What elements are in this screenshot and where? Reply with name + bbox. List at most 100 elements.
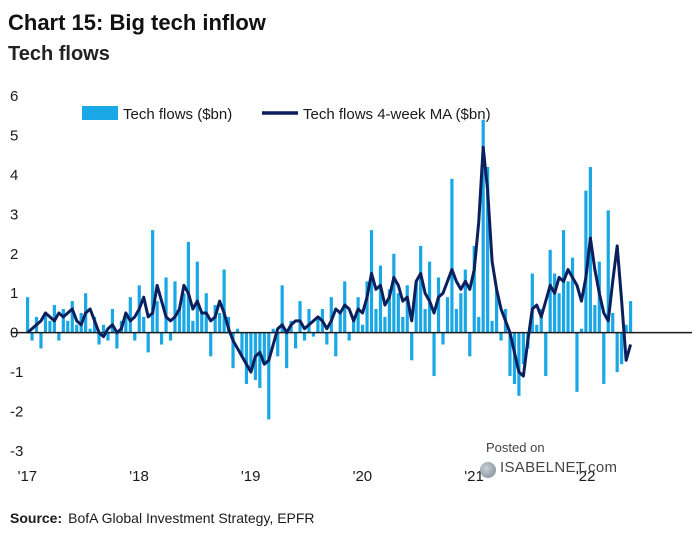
- y-tick-label: 5: [10, 127, 18, 144]
- watermark-posted-text: Posted on: [486, 440, 545, 455]
- tech-flow-bar: [427, 261, 432, 333]
- tech-flow-bar: [356, 297, 360, 333]
- tech-flow-bar: [177, 309, 182, 333]
- tech-flow-bar: [383, 316, 387, 333]
- tech-flow-bar: [151, 230, 155, 333]
- source-note: Source: BofA Global Investment Strategy, …: [10, 510, 315, 526]
- tech-flow-bar: [450, 178, 454, 333]
- tech-flow-bar: [209, 332, 213, 357]
- legend-bar-swatch: [82, 106, 118, 120]
- y-tick-label: -3: [10, 443, 23, 460]
- tech-flow-bar: [70, 301, 74, 333]
- y-tick-label: 2: [10, 246, 18, 263]
- tech-flow-bar: [396, 293, 400, 333]
- tech-flow-bar: [566, 281, 570, 333]
- tech-flow-bar: [276, 332, 280, 357]
- tech-flow-bar: [557, 293, 561, 333]
- tech-flow-bar: [329, 297, 333, 333]
- tech-flow-bar: [553, 273, 557, 333]
- tech-flow-bar: [490, 320, 494, 333]
- tech-flow-bar: [307, 309, 311, 333]
- tech-flow-bar: [30, 332, 34, 341]
- tech-flow-bar: [387, 289, 391, 333]
- tech-flow-bar: [200, 312, 204, 333]
- tech-flow-bar: [164, 277, 168, 333]
- tech-flow-bar: [235, 328, 240, 333]
- tech-flow-bar: [258, 332, 262, 388]
- tech-flow-bar: [146, 332, 150, 353]
- watermark: Posted on ISABELNET.com: [480, 440, 630, 480]
- x-axis-ticks: '17 '18 '19 '20 '21 '22: [18, 468, 596, 485]
- tech-flow-bar: [244, 332, 249, 384]
- tech-flow-bar: [347, 332, 351, 341]
- tech-flow-bar: [195, 261, 199, 333]
- tech-flow-bar: [302, 332, 307, 341]
- tech-flow-bar: [405, 285, 409, 333]
- tech-flow-bar: [486, 167, 490, 333]
- tech-flow-bar: [360, 324, 365, 333]
- tech-flow-bar: [124, 316, 128, 333]
- tech-flow-bar: [48, 320, 52, 333]
- tech-flow-bar: [472, 245, 476, 333]
- tech-flow-bar: [539, 309, 543, 333]
- tech-flow-bar: [311, 332, 316, 337]
- tech-flow-bar: [535, 324, 539, 333]
- tech-flow-bar: [459, 293, 463, 333]
- y-tick-label: -2: [10, 404, 23, 421]
- y-tick-label: 1: [10, 285, 18, 302]
- y-tick-label: 3: [10, 206, 18, 223]
- x-tick-label: '22: [576, 468, 596, 485]
- tech-flow-bar: [570, 257, 575, 333]
- tech-flow-bar: [615, 332, 619, 373]
- globe-icon: [480, 462, 496, 478]
- tech-flow-bar: [454, 309, 458, 333]
- tech-flow-bar: [262, 332, 266, 365]
- tech-flow-bar: [410, 332, 414, 361]
- tech-flow-bar: [606, 210, 610, 333]
- tech-flow-bar: [365, 281, 369, 333]
- tech-flow-bar: [334, 332, 338, 357]
- y-tick-label: 4: [10, 167, 18, 184]
- tech-flow-bar: [593, 305, 597, 333]
- x-tick-label: '20: [353, 468, 373, 485]
- tech-flow-bar: [481, 119, 485, 333]
- tech-flow-bar: [392, 253, 396, 333]
- tech-flow-bar: [436, 277, 441, 333]
- tech-flows-bars: [25, 119, 633, 420]
- tech-flow-bar: [298, 301, 302, 333]
- tech-flow-bar: [432, 332, 436, 377]
- tech-flow-bar: [231, 332, 235, 369]
- tech-flow-bar: [173, 281, 177, 333]
- tech-flow-bar: [61, 309, 65, 333]
- tech-flow-bar: [128, 297, 132, 333]
- tech-flow-bar: [25, 297, 30, 333]
- tech-flow-bar: [182, 293, 186, 333]
- tech-flow-bar: [611, 312, 615, 333]
- tech-flow-bar: [575, 332, 579, 392]
- tech-flow-bar: [88, 328, 92, 333]
- tech-flow-bar: [97, 332, 101, 345]
- tech-flow-bar: [602, 332, 606, 384]
- tech-flow-bar: [441, 332, 445, 345]
- tech-flow-bar: [155, 301, 159, 333]
- chart-subtitle: Tech flows: [8, 43, 110, 65]
- tech-flow-bar: [494, 289, 499, 333]
- tech-flow-bar: [544, 332, 548, 377]
- watermark-brand: ISABELNET.com: [500, 459, 618, 476]
- tech-flow-bar: [101, 324, 106, 333]
- tech-flow-bar: [106, 332, 110, 341]
- tech-flow-bar: [579, 328, 584, 333]
- chart-title: Chart 15: Big tech inflow: [8, 10, 266, 35]
- tech-flow-bar: [285, 332, 289, 369]
- tech-flow-bar: [521, 332, 525, 365]
- tech-flow-bar: [624, 324, 628, 333]
- tech-flow-bar: [159, 332, 164, 345]
- tech-flow-bar: [249, 332, 253, 369]
- tech-flow-bar: [508, 332, 512, 377]
- legend: Tech flows ($bn) Tech flows 4-week MA ($…: [82, 106, 491, 123]
- y-tick-label: 6: [10, 88, 18, 105]
- tech-flow-bar: [75, 324, 79, 333]
- tech-flow-bar: [271, 328, 275, 333]
- x-tick-label: '21: [464, 468, 484, 485]
- legend-line-label: Tech flows 4-week MA ($bn): [303, 106, 491, 123]
